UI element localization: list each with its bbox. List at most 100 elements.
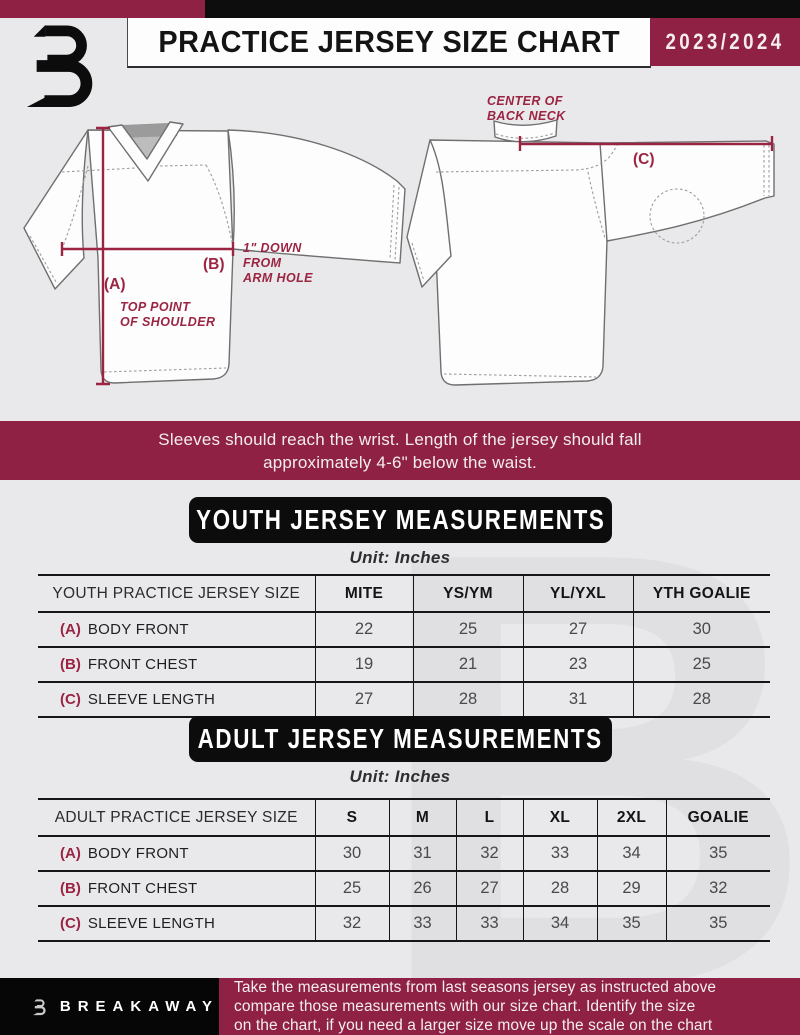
row-key: (C): [60, 915, 81, 932]
value-cell: 34: [596, 836, 666, 872]
row-label-cell: (B) FRONT CHEST: [38, 871, 315, 907]
value-cell: 25: [314, 871, 389, 907]
adult-table-header-row: ADULT PRACTICE JERSEY SIZE S M L XL 2XL …: [38, 798, 770, 837]
value-cell: 33: [455, 906, 523, 942]
measure-line-b: [60, 242, 235, 256]
fit-notice-banner: Sleeves should reach the wrist. Length o…: [0, 421, 800, 480]
adult-col-header-size: ADULT PRACTICE JERSEY SIZE: [38, 798, 315, 837]
front-jersey-diagram: (A) TOP POINT OF SHOULDER (B) 1" DOWN FR…: [23, 121, 406, 386]
label-c: (C): [633, 151, 655, 168]
adult-unit-label: Unit: Inches: [349, 767, 451, 786]
brand-name: BREAKAWAY: [59, 998, 219, 1015]
table-row: (C) SLEEVE LENGTH 27 28 31 28: [38, 682, 770, 718]
value-cell: 35: [665, 836, 770, 872]
value-cell: 27: [522, 612, 633, 648]
value-cell: 22: [314, 612, 413, 648]
value-cell: 35: [596, 906, 666, 942]
label-a-desc-1: TOP POINT: [120, 300, 191, 314]
table-row: (C) SLEEVE LENGTH 32 33 33 34 35 35: [38, 906, 770, 942]
breakaway-b-logo-small-icon: [32, 998, 46, 1015]
footer-line-3: on the chart, if you need a larger size …: [234, 1017, 713, 1034]
value-cell: 33: [522, 836, 597, 872]
value-cell: 27: [455, 871, 523, 907]
value-cell: 32: [314, 906, 389, 942]
youth-col-header-mite: MITE: [314, 574, 413, 613]
value-cell: 21: [412, 647, 523, 683]
value-cell: 19: [314, 647, 413, 683]
footer-line-2: compare those measurements with our size…: [234, 998, 696, 1015]
adult-section-badge: ADULT JERSEY MEASUREMENTS: [189, 716, 612, 762]
table-row: (B) FRONT CHEST 25 26 27 28 29 32: [38, 871, 770, 907]
table-row: (A) BODY FRONT 30 31 32 33 34 35: [38, 836, 770, 872]
adult-col-header-xl: XL: [522, 798, 597, 837]
row-label-cell: (A) BODY FRONT: [38, 612, 315, 648]
youth-col-header-ylyxl: YL/YXL: [522, 574, 633, 613]
season-label: 2023/2024: [665, 29, 785, 54]
value-cell: 23: [522, 647, 633, 683]
notice-line-1: Sleeves should reach the wrist. Length o…: [158, 429, 642, 449]
value-cell: 28: [522, 871, 597, 907]
value-cell: 33: [388, 906, 456, 942]
label-a-desc-2: OF SHOULDER: [120, 315, 215, 329]
value-cell: 32: [665, 871, 770, 907]
label-c-desc-2: BACK NECK: [487, 109, 566, 123]
value-cell: 35: [665, 906, 770, 942]
value-cell: 29: [596, 871, 666, 907]
value-cell: 31: [522, 682, 633, 718]
youth-section-title: YOUTH JERSEY MEASUREMENTS: [195, 504, 606, 535]
back-jersey-diagram: (C) CENTER OF BACK NECK: [406, 94, 775, 386]
value-cell: 31: [388, 836, 456, 872]
table-row: (B) FRONT CHEST 19 21 23 25: [38, 647, 770, 683]
value-cell: 32: [455, 836, 523, 872]
value-cell: 25: [412, 612, 523, 648]
row-key: (C): [60, 691, 81, 708]
youth-col-header-goalie: YTH GOALIE: [632, 574, 770, 613]
season-badge: 2023/2024: [650, 18, 800, 66]
row-label: FRONT CHEST: [87, 880, 198, 897]
notice-line-2: approximately 4-6" below the waist.: [263, 452, 537, 472]
value-cell: 28: [632, 682, 770, 718]
value-cell: 30: [314, 836, 389, 872]
label-b: (B): [203, 256, 225, 273]
row-key: (B): [60, 880, 81, 897]
row-label-cell: (A) BODY FRONT: [38, 836, 315, 872]
jersey-diagrams: (A) TOP POINT OF SHOULDER (B) 1" DOWN FR…: [23, 94, 775, 386]
value-cell: 25: [632, 647, 770, 683]
row-key: (A): [60, 621, 81, 638]
youth-col-header-ysym: YS/YM: [412, 574, 523, 613]
row-label-cell: (B) FRONT CHEST: [38, 647, 315, 683]
label-b-desc-2: FROM: [243, 256, 282, 270]
youth-size-table: YOUTH PRACTICE JERSEY SIZE MITE YS/YM YL…: [38, 574, 770, 718]
footer-line-1: Take the measurements from last seasons …: [234, 979, 717, 996]
value-cell: 28: [412, 682, 523, 718]
footer-brand-block: BREAKAWAY: [0, 978, 219, 1035]
label-c-desc-1: CENTER OF: [487, 94, 563, 108]
measure-line-c: [518, 136, 774, 151]
row-label: FRONT CHEST: [87, 656, 198, 673]
value-cell: 30: [632, 612, 770, 648]
page-title-box: PRACTICE JERSEY SIZE CHART: [127, 18, 651, 68]
page-title: PRACTICE JERSEY SIZE CHART: [158, 24, 621, 59]
top-strip-maroon: [0, 0, 205, 18]
adult-col-header-2xl: 2XL: [596, 798, 666, 837]
row-label-cell: (C) SLEEVE LENGTH: [38, 682, 315, 718]
adult-section-title: ADULT JERSEY MEASUREMENTS: [197, 723, 604, 754]
value-cell: 34: [522, 906, 597, 942]
table-row: (A) BODY FRONT 22 25 27 30: [38, 612, 770, 648]
measure-line-a: [96, 126, 110, 386]
row-key: (B): [60, 656, 81, 673]
adult-col-header-m: M: [388, 798, 456, 837]
youth-col-header-size: YOUTH PRACTICE JERSEY SIZE: [38, 574, 315, 613]
breakaway-b-logo-icon: [26, 24, 93, 107]
row-label: SLEEVE LENGTH: [87, 915, 216, 932]
adult-col-header-s: S: [314, 798, 389, 837]
adult-col-header-goalie: GOALIE: [665, 798, 770, 837]
label-a: (A): [104, 276, 126, 293]
row-key: (A): [60, 845, 81, 862]
adult-col-header-l: L: [455, 798, 523, 837]
footer: BREAKAWAY Take the measurements from las…: [0, 978, 800, 1035]
label-b-desc-3: ARM HOLE: [242, 271, 313, 285]
row-label: BODY FRONT: [87, 845, 189, 862]
row-label: SLEEVE LENGTH: [87, 691, 216, 708]
